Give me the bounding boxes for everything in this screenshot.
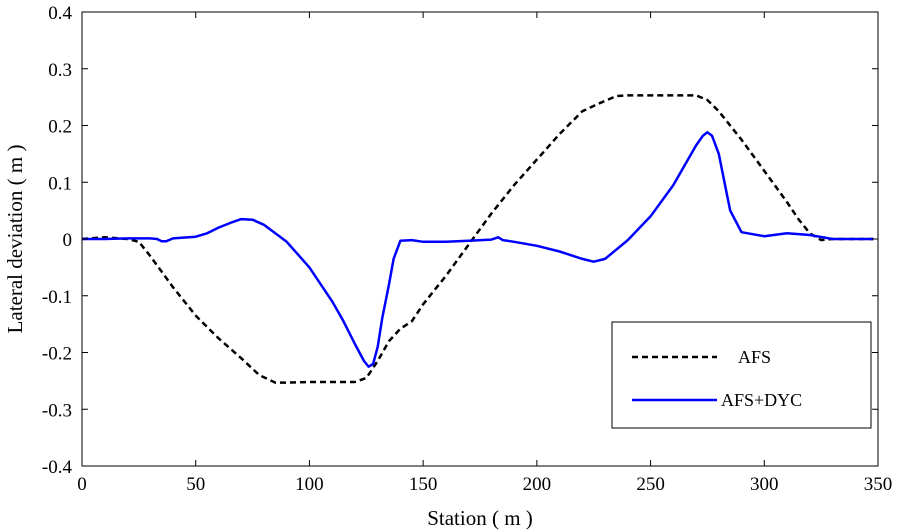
x-tick-label: 300 [750, 474, 779, 495]
series-layer [81, 94, 874, 384]
y-tick-label: -0.4 [42, 457, 73, 478]
legend-box [611, 321, 872, 429]
ticks-layer: 0 50 100 150 200 250 300 350 -0.4 -0.3 -0.2 -0.1 0 0.… [42, 3, 892, 495]
legend-label-afs-dyc: AFS+DYC [721, 390, 802, 410]
series-line-afs-dyc [82, 131, 874, 368]
x-tick-label: 200 [523, 474, 552, 495]
legend: AFS AFS+DYC [611, 321, 872, 429]
y-tick-label: -0.3 [42, 400, 72, 421]
series-line-afs [81, 94, 874, 384]
x-tick-label: 350 [864, 474, 893, 495]
y-tick-label: 0.4 [48, 3, 72, 24]
legend-label-afs: AFS [738, 347, 771, 367]
x-tick-label: 150 [409, 474, 438, 495]
y-axis-label: Lateral deviation ( m ) [3, 145, 27, 334]
y-tick-label: -0.2 [42, 344, 72, 365]
x-axis-label: Station ( m ) [427, 506, 533, 530]
y-tick-label: 0 [63, 230, 73, 251]
y-tick-label: 0.3 [48, 60, 72, 81]
y-tick-label: -0.1 [42, 287, 72, 308]
x-tick-label: 50 [186, 474, 205, 495]
y-tick-label: 0.2 [48, 117, 72, 138]
x-tick-label: 0 [77, 474, 87, 495]
x-tick-label: 100 [295, 474, 324, 495]
x-tick-label: 250 [636, 474, 665, 495]
y-tick-label: 0.1 [48, 173, 72, 194]
